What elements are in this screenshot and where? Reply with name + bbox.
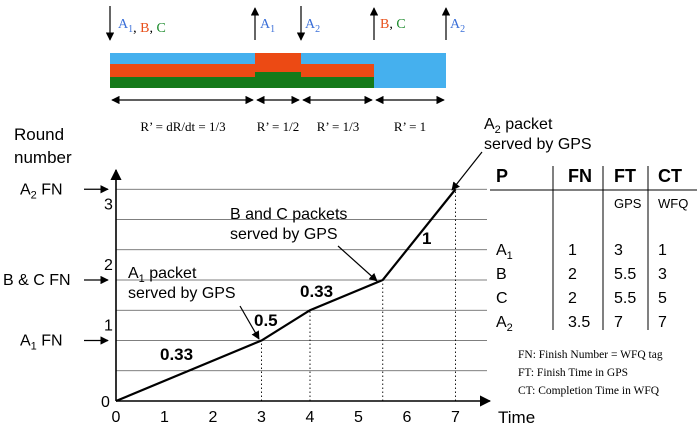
bar-green-1 — [110, 77, 255, 88]
x-tick-label-2: 2 — [209, 409, 218, 426]
bar-orange-2 — [255, 53, 301, 72]
x-tick-label-1: 1 — [160, 409, 169, 426]
y-marker-label-0: A2 FN — [20, 181, 63, 201]
legend-line-1: FT: Finish Time in GPS — [518, 367, 628, 379]
table-row-2-p: C — [496, 290, 508, 307]
bar-orange-3 — [301, 64, 374, 77]
table-row-1-ft: 5.5 — [614, 266, 636, 283]
table-row-3-p: A2 — [496, 314, 513, 334]
bar-green-2 — [255, 72, 301, 88]
event-label-0: A1, B, C — [118, 17, 166, 36]
x-tick-label-3: 3 — [257, 409, 266, 426]
bc-served-label-line2: served by GPS — [230, 226, 338, 243]
bar-green-3 — [301, 77, 374, 88]
y-tick-label-1: 1 — [104, 318, 113, 335]
table-row-3-ct: 7 — [658, 314, 667, 331]
x-tick-label-5: 5 — [354, 409, 363, 426]
table-row-0-ct: 1 — [658, 242, 667, 259]
y-axis-title-line1: Round — [14, 125, 64, 144]
legend: FN: Finish Number = WFQ tag FT: Finish Ti… — [518, 349, 663, 397]
table-row-2-ft: 5.5 — [614, 290, 636, 307]
x-tick-label-4: 4 — [306, 409, 315, 426]
a2-served-label-line2: served by GPS — [484, 136, 592, 153]
legend-line-0: FN: Finish Number = WFQ tag — [518, 349, 663, 361]
a1-annotation-arrow — [239, 305, 260, 340]
bar-orange-1 — [110, 64, 255, 77]
y-tick-label-0: 0 — [101, 394, 110, 411]
table-subheader-2: GPS — [614, 196, 642, 211]
packet-timeline — [110, 53, 446, 88]
a1-served-label-line2: served by GPS — [128, 285, 236, 302]
slope-label-0: 0.33 — [160, 345, 193, 364]
rate-label-1: R’ = 1/2 — [257, 119, 299, 134]
table-row-1-fn: 2 — [568, 266, 577, 283]
table-row-0-ft: 3 — [614, 242, 623, 259]
table-row-2-fn: 2 — [568, 290, 577, 307]
event-labels: A1, B, C A1 A2 B, C A2 — [118, 17, 465, 36]
table-row-3-ft: 7 — [614, 314, 623, 331]
bc-annotation-arrow — [337, 245, 378, 282]
table-subheader-3: WFQ — [658, 196, 688, 211]
x-axis-title: Time — [498, 408, 535, 427]
x-tick-label-0: 0 — [112, 409, 121, 426]
y-axis-markers: A2 FN B & C FN A1 FN — [3, 181, 109, 353]
y-marker-label-1: B & C FN — [3, 272, 71, 289]
event-label-3: B, C — [380, 17, 406, 32]
legend-line-2: CT: Completion Time in WFQ — [518, 385, 660, 397]
rate-label-3: R’ = 1 — [394, 119, 426, 134]
table-header-p: P — [496, 166, 508, 186]
slope-label-3: 1 — [422, 229, 431, 248]
table-header-ft: FT — [614, 166, 636, 186]
y-tick-label-3: 3 — [104, 197, 113, 214]
x-tick-label-7: 7 — [451, 409, 460, 426]
table-row-0-p: A1 — [496, 242, 513, 262]
a2-served-label-line1: A2 packet — [484, 116, 553, 136]
event-arrows — [105, 6, 451, 41]
results-table: P FN FT CT GPS WFQ A1 1 3 1 B 2 5.5 3 C 2 5.5 5 A2 3.5 7 7 — [490, 166, 697, 334]
event-label-2: A2 — [305, 17, 320, 35]
slope-label-2: 0.33 — [300, 282, 333, 301]
bar-blue-3 — [301, 53, 374, 64]
table-row-1-ct: 3 — [658, 266, 667, 283]
table-row-1-p: B — [496, 266, 507, 283]
table-header-fn: FN — [568, 166, 592, 186]
bar-blue-1 — [110, 53, 255, 64]
y-marker-label-2: A1 FN — [20, 333, 63, 353]
round-number-chart: 0 1 2 3 4 5 6 7 0 1 2 3 Time Round number 0.33 0.5 0.33 1 — [14, 125, 535, 427]
table-row-0-fn: 1 — [568, 242, 577, 259]
event-label-4: A2 — [450, 17, 465, 35]
table-row-2-ct: 5 — [658, 290, 667, 307]
a2-annotation-arrow — [451, 151, 483, 191]
rate-labels: R’ = dR/dt = 1/3 R’ = 1/2 R’ = 1/3 R’ = 1 — [140, 119, 426, 134]
rate-label-0: R’ = dR/dt = 1/3 — [140, 119, 225, 134]
table-header-ct: CT — [658, 166, 682, 186]
a1-served-label-line1: A1 packet — [128, 265, 197, 285]
x-tick-label-6: 6 — [403, 409, 412, 426]
event-label-1: A1 — [260, 17, 275, 35]
y-tick-label-2: 2 — [104, 257, 113, 274]
rate-label-2: R’ = 1/3 — [317, 119, 359, 134]
annotation-arrows — [239, 151, 483, 340]
y-axis-title-line2: number — [14, 148, 72, 167]
bar-blue-4 — [374, 53, 446, 88]
slope-label-1: 0.5 — [254, 311, 278, 330]
table-row-3-fn: 3.5 — [568, 314, 590, 331]
bc-served-label-line1: B and C packets — [230, 206, 347, 223]
